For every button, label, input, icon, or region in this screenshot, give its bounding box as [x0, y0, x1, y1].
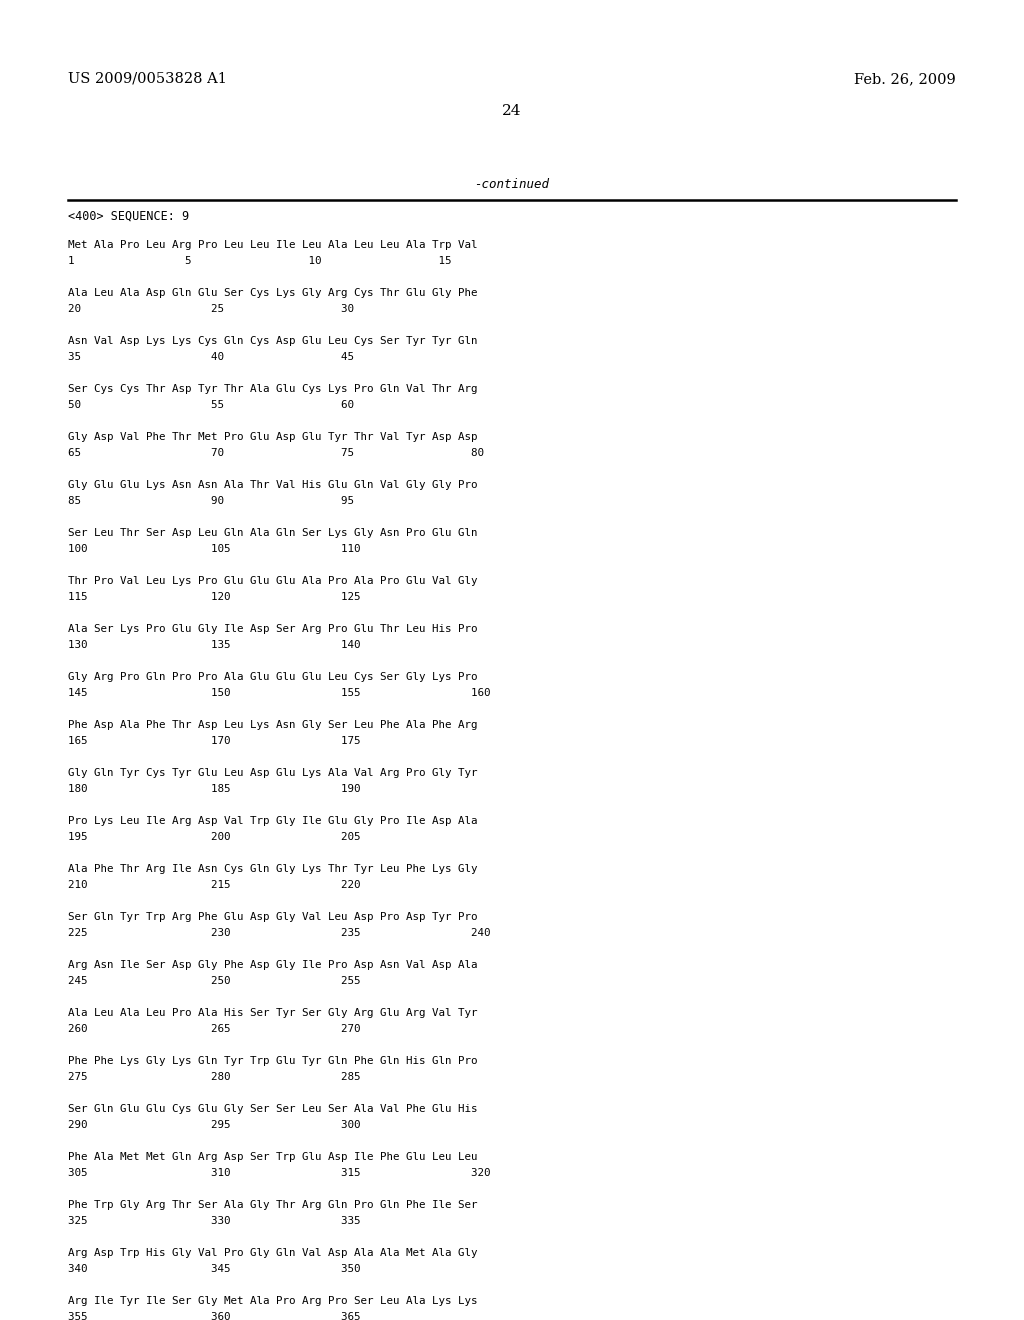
Text: Gly Glu Glu Lys Asn Asn Ala Thr Val His Glu Gln Val Gly Gly Pro: Gly Glu Glu Lys Asn Asn Ala Thr Val His …: [68, 480, 477, 490]
Text: Ser Gln Glu Glu Cys Glu Gly Ser Ser Leu Ser Ala Val Phe Glu His: Ser Gln Glu Glu Cys Glu Gly Ser Ser Leu …: [68, 1104, 477, 1114]
Text: Gly Arg Pro Gln Pro Pro Ala Glu Glu Glu Leu Cys Ser Gly Lys Pro: Gly Arg Pro Gln Pro Pro Ala Glu Glu Glu …: [68, 672, 477, 682]
Text: Ser Gln Tyr Trp Arg Phe Glu Asp Gly Val Leu Asp Pro Asp Tyr Pro: Ser Gln Tyr Trp Arg Phe Glu Asp Gly Val …: [68, 912, 477, 921]
Text: 245                   250                 255: 245 250 255: [68, 975, 360, 986]
Text: Phe Ala Met Met Gln Arg Asp Ser Trp Glu Asp Ile Phe Glu Leu Leu: Phe Ala Met Met Gln Arg Asp Ser Trp Glu …: [68, 1152, 477, 1162]
Text: Arg Ile Tyr Ile Ser Gly Met Ala Pro Arg Pro Ser Leu Ala Lys Lys: Arg Ile Tyr Ile Ser Gly Met Ala Pro Arg …: [68, 1296, 477, 1305]
Text: 65                    70                  75                  80: 65 70 75 80: [68, 447, 484, 458]
Text: 50                    55                  60: 50 55 60: [68, 400, 354, 411]
Text: 340                   345                 350: 340 345 350: [68, 1265, 360, 1274]
Text: -continued: -continued: [474, 178, 550, 191]
Text: Gly Asp Val Phe Thr Met Pro Glu Asp Glu Tyr Thr Val Tyr Asp Asp: Gly Asp Val Phe Thr Met Pro Glu Asp Glu …: [68, 432, 477, 442]
Text: Met Ala Pro Leu Arg Pro Leu Leu Ile Leu Ala Leu Leu Ala Trp Val: Met Ala Pro Leu Arg Pro Leu Leu Ile Leu …: [68, 240, 477, 249]
Text: 275                   280                 285: 275 280 285: [68, 1072, 360, 1082]
Text: Ala Leu Ala Leu Pro Ala His Ser Tyr Ser Gly Arg Glu Arg Val Tyr: Ala Leu Ala Leu Pro Ala His Ser Tyr Ser …: [68, 1008, 477, 1018]
Text: 290                   295                 300: 290 295 300: [68, 1119, 360, 1130]
Text: Arg Asn Ile Ser Asp Gly Phe Asp Gly Ile Pro Asp Asn Val Asp Ala: Arg Asn Ile Ser Asp Gly Phe Asp Gly Ile …: [68, 960, 477, 970]
Text: 355                   360                 365: 355 360 365: [68, 1312, 360, 1320]
Text: 210                   215                 220: 210 215 220: [68, 880, 360, 890]
Text: 24: 24: [502, 104, 522, 117]
Text: 20                    25                  30: 20 25 30: [68, 304, 354, 314]
Text: US 2009/0053828 A1: US 2009/0053828 A1: [68, 73, 227, 86]
Text: 35                    40                  45: 35 40 45: [68, 352, 354, 362]
Text: Ala Ser Lys Pro Glu Gly Ile Asp Ser Arg Pro Glu Thr Leu His Pro: Ala Ser Lys Pro Glu Gly Ile Asp Ser Arg …: [68, 624, 477, 634]
Text: Asn Val Asp Lys Lys Cys Gln Cys Asp Glu Leu Cys Ser Tyr Tyr Gln: Asn Val Asp Lys Lys Cys Gln Cys Asp Glu …: [68, 337, 477, 346]
Text: Phe Phe Lys Gly Lys Gln Tyr Trp Glu Tyr Gln Phe Gln His Gln Pro: Phe Phe Lys Gly Lys Gln Tyr Trp Glu Tyr …: [68, 1056, 477, 1067]
Text: Pro Lys Leu Ile Arg Asp Val Trp Gly Ile Glu Gly Pro Ile Asp Ala: Pro Lys Leu Ile Arg Asp Val Trp Gly Ile …: [68, 816, 477, 826]
Text: 85                    90                  95: 85 90 95: [68, 496, 354, 506]
Text: Ala Phe Thr Arg Ile Asn Cys Gln Gly Lys Thr Tyr Leu Phe Lys Gly: Ala Phe Thr Arg Ile Asn Cys Gln Gly Lys …: [68, 865, 477, 874]
Text: Phe Asp Ala Phe Thr Asp Leu Lys Asn Gly Ser Leu Phe Ala Phe Arg: Phe Asp Ala Phe Thr Asp Leu Lys Asn Gly …: [68, 719, 477, 730]
Text: 225                   230                 235                 240: 225 230 235 240: [68, 928, 490, 939]
Text: Thr Pro Val Leu Lys Pro Glu Glu Glu Ala Pro Ala Pro Glu Val Gly: Thr Pro Val Leu Lys Pro Glu Glu Glu Ala …: [68, 576, 477, 586]
Text: 165                   170                 175: 165 170 175: [68, 737, 360, 746]
Text: 180                   185                 190: 180 185 190: [68, 784, 360, 795]
Text: Ser Leu Thr Ser Asp Leu Gln Ala Gln Ser Lys Gly Asn Pro Glu Gln: Ser Leu Thr Ser Asp Leu Gln Ala Gln Ser …: [68, 528, 477, 539]
Text: 260                   265                 270: 260 265 270: [68, 1024, 360, 1034]
Text: 195                   200                 205: 195 200 205: [68, 832, 360, 842]
Text: 100                   105                 110: 100 105 110: [68, 544, 360, 554]
Text: 1                 5                  10                  15: 1 5 10 15: [68, 256, 452, 267]
Text: 305                   310                 315                 320: 305 310 315 320: [68, 1168, 490, 1177]
Text: 115                   120                 125: 115 120 125: [68, 591, 360, 602]
Text: Feb. 26, 2009: Feb. 26, 2009: [854, 73, 956, 86]
Text: 145                   150                 155                 160: 145 150 155 160: [68, 688, 490, 698]
Text: Arg Asp Trp His Gly Val Pro Gly Gln Val Asp Ala Ala Met Ala Gly: Arg Asp Trp His Gly Val Pro Gly Gln Val …: [68, 1247, 477, 1258]
Text: Ser Cys Cys Thr Asp Tyr Thr Ala Glu Cys Lys Pro Gln Val Thr Arg: Ser Cys Cys Thr Asp Tyr Thr Ala Glu Cys …: [68, 384, 477, 393]
Text: Ala Leu Ala Asp Gln Glu Ser Cys Lys Gly Arg Cys Thr Glu Gly Phe: Ala Leu Ala Asp Gln Glu Ser Cys Lys Gly …: [68, 288, 477, 298]
Text: Gly Gln Tyr Cys Tyr Glu Leu Asp Glu Lys Ala Val Arg Pro Gly Tyr: Gly Gln Tyr Cys Tyr Glu Leu Asp Glu Lys …: [68, 768, 477, 777]
Text: <400> SEQUENCE: 9: <400> SEQUENCE: 9: [68, 210, 189, 223]
Text: 325                   330                 335: 325 330 335: [68, 1216, 360, 1226]
Text: 130                   135                 140: 130 135 140: [68, 640, 360, 649]
Text: Phe Trp Gly Arg Thr Ser Ala Gly Thr Arg Gln Pro Gln Phe Ile Ser: Phe Trp Gly Arg Thr Ser Ala Gly Thr Arg …: [68, 1200, 477, 1210]
